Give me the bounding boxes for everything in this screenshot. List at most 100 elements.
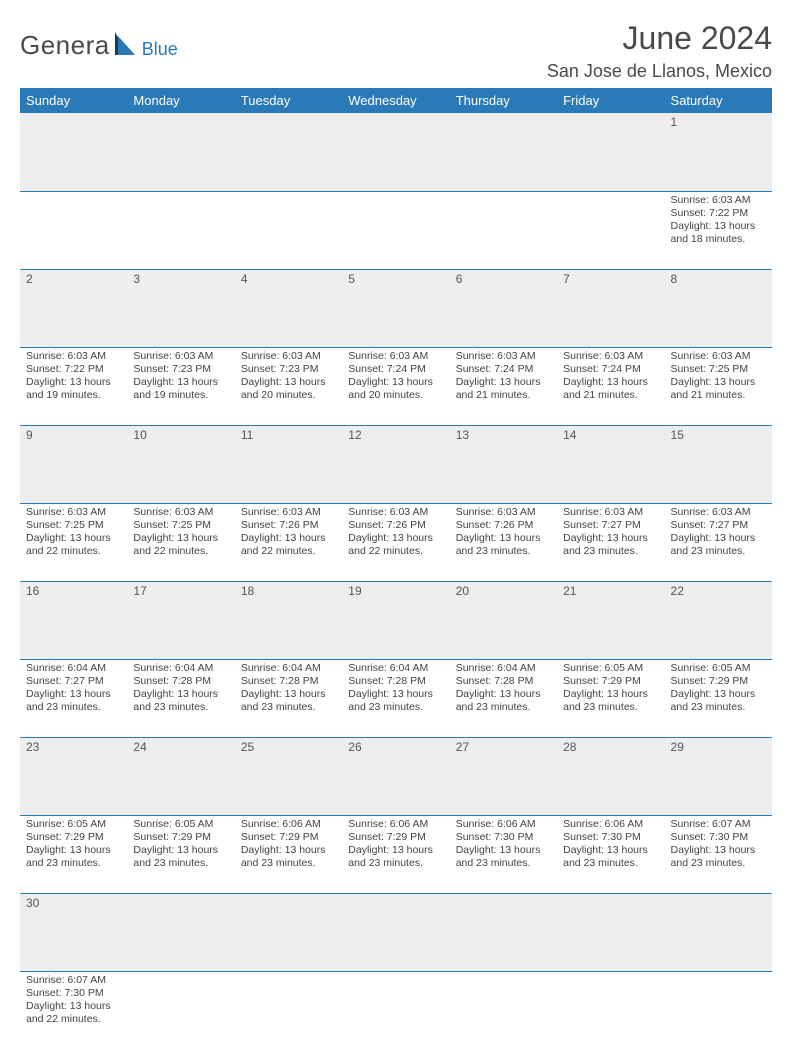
sunset-line: Sunset: 7:25 PM [133,519,228,532]
day-number [665,894,772,912]
weekday-header: Thursday [450,88,557,113]
day-details: Sunrise: 6:06 AMSunset: 7:30 PMDaylight:… [450,816,557,875]
day-number [235,894,342,912]
sunset-line: Sunset: 7:28 PM [456,675,551,688]
daylight-line: Daylight: 13 hours and 23 minutes. [241,844,336,870]
day-number: 15 [665,426,772,444]
daynum-cell: 14 [557,425,664,503]
daylight-line: Daylight: 13 hours and 23 minutes. [456,532,551,558]
sunset-line: Sunset: 7:30 PM [563,831,658,844]
day-cell: Sunrise: 6:06 AMSunset: 7:29 PMDaylight:… [342,815,449,893]
sunset-line: Sunset: 7:29 PM [671,675,766,688]
day-cell: Sunrise: 6:04 AMSunset: 7:28 PMDaylight:… [342,659,449,737]
daylight-line: Daylight: 13 hours and 20 minutes. [241,376,336,402]
daynum-cell [557,893,664,971]
sunset-line: Sunset: 7:28 PM [241,675,336,688]
sunrise-line: Sunrise: 6:04 AM [26,662,121,675]
brand-sub-text: Blue [142,39,178,60]
daynum-cell: 9 [20,425,127,503]
day-cell: Sunrise: 6:03 AMSunset: 7:22 PMDaylight:… [20,347,127,425]
daylight-line: Daylight: 13 hours and 23 minutes. [26,844,121,870]
day-cell: Sunrise: 6:05 AMSunset: 7:29 PMDaylight:… [557,659,664,737]
sunset-line: Sunset: 7:29 PM [563,675,658,688]
day-details: Sunrise: 6:03 AMSunset: 7:23 PMDaylight:… [235,348,342,407]
day-number: 20 [450,582,557,600]
day-number: 24 [127,738,234,756]
day-cell: Sunrise: 6:03 AMSunset: 7:22 PMDaylight:… [665,191,772,269]
daynum-cell: 7 [557,269,664,347]
day-number: 7 [557,270,664,288]
sunset-line: Sunset: 7:23 PM [133,363,228,376]
daylight-line: Daylight: 13 hours and 22 minutes. [133,532,228,558]
daynum-cell [557,113,664,191]
day-cell [20,191,127,269]
sunrise-line: Sunrise: 6:05 AM [563,662,658,675]
day-cell: Sunrise: 6:06 AMSunset: 7:30 PMDaylight:… [557,815,664,893]
daylight-line: Daylight: 13 hours and 18 minutes. [671,220,766,246]
day-cell [127,191,234,269]
day-number: 13 [450,426,557,444]
day-details: Sunrise: 6:03 AMSunset: 7:22 PMDaylight:… [665,192,772,251]
day-number: 23 [20,738,127,756]
daynum-cell [450,893,557,971]
day-number: 30 [20,894,127,912]
sunrise-line: Sunrise: 6:03 AM [456,506,551,519]
daylight-line: Daylight: 13 hours and 19 minutes. [133,376,228,402]
day-number: 14 [557,426,664,444]
daynum-cell: 6 [450,269,557,347]
day-cell: Sunrise: 6:03 AMSunset: 7:24 PMDaylight:… [450,347,557,425]
day-cell: Sunrise: 6:04 AMSunset: 7:27 PMDaylight:… [20,659,127,737]
daynum-cell: 27 [450,737,557,815]
daynum-cell: 29 [665,737,772,815]
daynum-cell [665,893,772,971]
daylight-line: Daylight: 13 hours and 23 minutes. [348,844,443,870]
day-cell: Sunrise: 6:03 AMSunset: 7:26 PMDaylight:… [450,503,557,581]
day-number: 18 [235,582,342,600]
sunset-line: Sunset: 7:29 PM [133,831,228,844]
day-number [450,113,557,131]
daynum-cell: 30 [20,893,127,971]
day-details: Sunrise: 6:04 AMSunset: 7:27 PMDaylight:… [20,660,127,719]
daylight-line: Daylight: 13 hours and 23 minutes. [133,688,228,714]
sunrise-line: Sunrise: 6:03 AM [456,350,551,363]
sunset-line: Sunset: 7:30 PM [26,987,121,1000]
daynum-row: 2345678 [20,269,772,347]
day-number: 11 [235,426,342,444]
sunrise-line: Sunrise: 6:06 AM [563,818,658,831]
daynum-row: 1 [20,113,772,191]
sunrise-line: Sunrise: 6:03 AM [26,506,121,519]
daynum-cell [20,113,127,191]
day-number: 3 [127,270,234,288]
daynum-cell [127,893,234,971]
title-block: June 2024 San Jose de Llanos, Mexico [547,20,772,82]
day-details: Sunrise: 6:03 AMSunset: 7:25 PMDaylight:… [127,504,234,563]
day-cell: Sunrise: 6:05 AMSunset: 7:29 PMDaylight:… [665,659,772,737]
day-cell: Sunrise: 6:07 AMSunset: 7:30 PMDaylight:… [665,815,772,893]
day-cell [450,971,557,1049]
sunrise-line: Sunrise: 6:06 AM [241,818,336,831]
daynum-cell [127,113,234,191]
day-details: Sunrise: 6:03 AMSunset: 7:27 PMDaylight:… [665,504,772,563]
day-number [342,113,449,131]
day-cell: Sunrise: 6:04 AMSunset: 7:28 PMDaylight:… [127,659,234,737]
week-row: Sunrise: 6:07 AMSunset: 7:30 PMDaylight:… [20,971,772,1049]
daynum-cell: 3 [127,269,234,347]
day-details: Sunrise: 6:05 AMSunset: 7:29 PMDaylight:… [557,660,664,719]
sunset-line: Sunset: 7:28 PM [348,675,443,688]
daylight-line: Daylight: 13 hours and 19 minutes. [26,376,121,402]
daylight-line: Daylight: 13 hours and 20 minutes. [348,376,443,402]
sunset-line: Sunset: 7:26 PM [241,519,336,532]
day-details: Sunrise: 6:04 AMSunset: 7:28 PMDaylight:… [235,660,342,719]
daylight-line: Daylight: 13 hours and 23 minutes. [241,688,336,714]
daynum-cell [342,893,449,971]
daynum-cell: 24 [127,737,234,815]
daynum-cell: 8 [665,269,772,347]
daynum-row: 9101112131415 [20,425,772,503]
day-cell: Sunrise: 6:03 AMSunset: 7:25 PMDaylight:… [665,347,772,425]
day-cell: Sunrise: 6:03 AMSunset: 7:26 PMDaylight:… [235,503,342,581]
day-cell [450,191,557,269]
sunrise-line: Sunrise: 6:03 AM [671,506,766,519]
day-number: 25 [235,738,342,756]
day-details: Sunrise: 6:03 AMSunset: 7:27 PMDaylight:… [557,504,664,563]
daynum-cell: 20 [450,581,557,659]
